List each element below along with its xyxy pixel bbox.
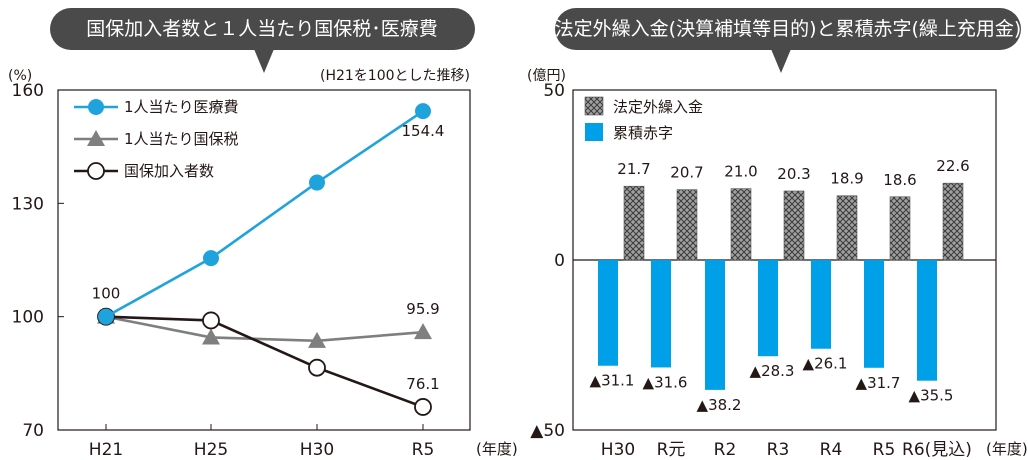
right-chart-title: 法定外繰入金(決算補填等目的)と累積赤字(繰上充用金) <box>555 18 1022 40</box>
right-x-tick-label: R2 <box>714 440 737 460</box>
left-data-label: 154.4 <box>402 122 445 140</box>
left-data-label: 100 <box>92 285 121 303</box>
bar-value-label: ▲35.5 <box>909 387 954 405</box>
bar-法定外繰入金 <box>942 182 964 261</box>
left-x-tick-label: R5 <box>412 440 435 460</box>
legend-label-3: 国保加入者数 <box>124 162 214 180</box>
left-y-tick-label: 160 <box>12 81 44 101</box>
left-chart-note: (H21を100とした推移) <box>320 68 470 84</box>
left-title-bubble: 国保加入者数と１人当たり国保税･医療費 <box>50 8 475 73</box>
bar-value-label: ▲31.7 <box>856 374 901 392</box>
legend-marker-1 <box>88 99 104 115</box>
left-y-tick-label: 70 <box>22 421 44 441</box>
right-y-tick-label: 50 <box>543 81 565 101</box>
series-2-point <box>202 328 220 345</box>
bar-法定外繰入金 <box>730 188 752 261</box>
bar-累積赤字 <box>917 260 937 381</box>
right-x-tick-label: R6(見込) <box>902 440 972 460</box>
bar-value-label: 21.0 <box>724 163 757 181</box>
left-series <box>97 103 432 416</box>
left-y-tick-label: 100 <box>12 308 44 328</box>
bar-value-label: ▲26.1 <box>803 355 848 373</box>
left-x-tick-label: H21 <box>89 440 123 460</box>
series-line-1 <box>105 110 424 318</box>
right-x-tick-label: R5 <box>873 440 896 460</box>
left-plot-frame <box>57 89 471 431</box>
bar-value-label: 18.6 <box>883 171 916 189</box>
legend-swatch-2 <box>585 123 603 141</box>
series-1-point <box>415 103 431 120</box>
left-data-label: 95.9 <box>406 300 439 318</box>
left-data-labels: 100 154.4 95.9 76.1 <box>92 122 445 393</box>
series-1-point <box>203 250 219 267</box>
right-bars: 21.7 20.7 21.0 20.3 18.9 18.6 22.6 ▲31.1 ▲31.6 ▲3… <box>590 157 970 414</box>
left-y-tick-label: 130 <box>12 194 44 214</box>
left-x-tick-label: H25 <box>194 440 228 460</box>
legend-marker-2 <box>87 130 105 146</box>
left-x-unit: (年度) <box>476 440 518 458</box>
right-x-tick-label: H30 <box>601 440 635 460</box>
bar-法定外繰入金 <box>623 185 645 261</box>
bar-累積赤字 <box>811 260 831 349</box>
bar-value-label: ▲31.6 <box>643 373 688 391</box>
series-2-point <box>308 331 326 348</box>
bar-value-label: 18.9 <box>830 170 863 188</box>
bar-累積赤字 <box>598 260 618 366</box>
bar-value-label: ▲28.3 <box>750 362 795 380</box>
left-x-axis: H21 H25 H30 R5 <box>89 424 435 460</box>
bar-法定外繰入金 <box>676 189 698 261</box>
bar-法定外繰入金 <box>783 190 805 261</box>
legend-label-1: 法定外繰入金 <box>613 98 703 116</box>
legend-label-1: 1人当たり医療費 <box>124 98 239 116</box>
right-title-bubble: 法定外繰入金(決算補填等目的)と累積赤字(繰上充用金) <box>555 8 1022 73</box>
bar-法定外繰入金 <box>889 196 911 261</box>
legend-marker-3 <box>87 162 105 180</box>
series-3-point <box>308 358 326 377</box>
left-data-label: 76.1 <box>406 375 439 393</box>
right-x-tick-label: R元 <box>657 440 686 460</box>
bar-累積赤字 <box>758 260 778 357</box>
bar-value-label: ▲38.2 <box>697 396 742 414</box>
legend-swatch-1 <box>584 96 604 116</box>
bar-value-label: 20.7 <box>670 164 703 182</box>
series-line-3 <box>105 315 424 409</box>
series-1-point <box>98 308 114 325</box>
right-y-tick-label: 0 <box>554 251 565 271</box>
left-x-tick-label: H30 <box>300 440 334 460</box>
left-y-axis: 70 100 130 160 <box>12 81 64 441</box>
right-x-tick-label: R3 <box>767 440 790 460</box>
bar-累積赤字 <box>705 260 725 390</box>
bar-累積赤字 <box>651 260 671 368</box>
right-y-axis: ▲50 0 50 <box>530 81 579 441</box>
right-x-tick-label: R4 <box>820 440 843 460</box>
right-y-tick-label: ▲50 <box>530 421 565 441</box>
right-x-unit: (年度) <box>986 440 1028 458</box>
bar-value-label: 21.7 <box>617 160 650 178</box>
bar-value-label: ▲31.1 <box>590 372 635 390</box>
right-chart: 法定外繰入金(決算補填等目的)と累積赤字(繰上充用金) (億円) ▲50050 … <box>527 8 1028 460</box>
left-chart-title: 国保加入者数と１人当たり国保税･医療費 <box>86 18 438 40</box>
bar-value-label: 20.3 <box>777 165 810 183</box>
series-line-2 <box>105 315 424 343</box>
legend-label-2: 累積赤字 <box>613 124 673 142</box>
series-2-point <box>414 323 432 340</box>
bar-value-label: 22.6 <box>936 157 969 175</box>
series-3-point <box>202 311 220 330</box>
bar-累積赤字 <box>864 260 884 368</box>
series-3-point <box>414 398 432 416</box>
series-1-point <box>309 174 325 191</box>
right-y-unit: (億円) <box>527 68 566 84</box>
legend-label-2: 1人当たり国保税 <box>124 130 239 148</box>
left-chart: 国保加入者数と１人当たり国保税･医療費 (%) (H21を100とした推移) 7… <box>8 8 518 460</box>
left-y-unit: (%) <box>8 68 32 84</box>
bar-法定外繰入金 <box>836 195 858 261</box>
right-x-axis: H30 R元 R2 R3 R4 R5 R6(見込) <box>601 440 972 460</box>
